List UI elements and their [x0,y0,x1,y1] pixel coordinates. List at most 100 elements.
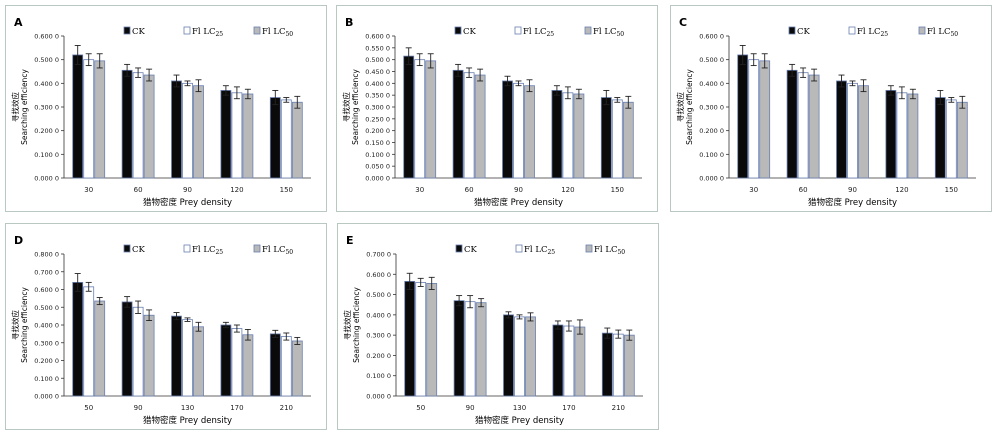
legend-swatch [253,244,261,253]
y-tick-label: 0.050 0 [365,163,390,171]
legend-label: CK [464,245,478,255]
x-tick-label: 90 [134,404,143,412]
x-tick-label: 120 [895,186,908,194]
bar [121,69,133,179]
bar [171,80,182,179]
x-tick-label: 130 [513,404,526,412]
legend-label: CK [132,245,146,255]
y-tick-label: 0.350 0 [365,92,390,100]
y-tick-label: 0.200 0 [365,127,390,135]
chart-panel-b: B CK Fl LC25 Fl LC50 0.000 0 0.050 0 0.100 0 0.… [336,5,658,212]
legend-label: Fl LC50 [262,27,293,38]
bar [622,101,634,179]
bar [193,326,204,397]
bar [132,72,144,179]
bar [269,333,281,397]
chart-svg-e: E CK Fl LC25 Fl LC50 0.000 0 0.100 0 0.200 0 0.… [342,234,643,426]
y-tick-label: 0.200 0 [366,352,391,360]
y-tick-label: 0.550 0 [365,44,390,52]
bar [573,93,585,179]
y-tick-label: 0.100 0 [366,372,391,380]
y-tick-label: 0.000 0 [34,175,59,183]
legend-swatch [454,26,462,35]
bar [808,74,820,179]
legend-label: Fl LC25 [857,27,888,38]
bar [83,286,95,397]
x-tick-label: 30 [749,186,758,194]
bar [94,300,106,397]
chart-svg-a: A CK Fl LC25 Fl LC50 0.000 0 0.100 0 0.200 0 0.… [10,16,311,208]
bar [612,333,624,397]
bar [291,340,303,397]
bar [934,97,946,179]
bar [956,101,968,179]
legend-label: CK [132,27,146,37]
x-tick-label: 90 [848,186,857,194]
panel-label: D [14,234,23,247]
legend-swatch [584,26,592,35]
legend-swatch [183,244,191,253]
bar [858,85,869,179]
bar [836,80,847,179]
bar [562,92,574,179]
bar [193,85,204,179]
chart-panel-a: A CK Fl LC25 Fl LC50 0.000 0 0.100 0 0.200 0 0.… [5,5,327,212]
bar [945,99,957,179]
y-axis-title-en: Searching efficiency [685,69,694,145]
y-tick-label: 0.600 0 [366,271,391,279]
bar [525,316,536,397]
y-tick-label: 0.300 0 [699,104,724,112]
y-axis-title-en: Searching efficiency [351,69,360,145]
y-tick-label: 0.000 0 [34,393,59,401]
bar [220,324,232,397]
y-tick-label: 0.800 0 [34,251,59,259]
y-tick-label: 0.700 0 [366,251,391,259]
x-tick-label: 130 [181,404,194,412]
legend-swatch [788,26,796,35]
y-axis-title-cn: 寻找效应 [10,310,20,340]
x-tick-label: 30 [84,186,93,194]
bar [885,90,897,179]
y-tick-label: 0.300 0 [34,104,59,112]
x-tick-label: 120 [561,186,574,194]
y-tick-label: 0.600 0 [34,286,59,294]
x-axis-title: 猎物密度 Prey density [143,415,232,426]
x-tick-label: 120 [230,186,243,194]
chart-panel-d: D CK Fl LC25 Fl LC50 0.000 0 0.100 0 0.200 0 0.… [5,223,327,430]
y-tick-label: 0.600 0 [699,33,724,41]
y-axis-title-cn: 寻找效应 [341,92,351,122]
x-tick-label: 50 [416,404,425,412]
y-tick-label: 0.000 0 [699,175,724,183]
bar [503,314,514,397]
y-axis-title-en: Searching efficiency [20,69,29,145]
y-tick-label: 0.150 0 [365,139,390,147]
bar [242,334,254,397]
legend-label: Fl LC25 [192,245,223,256]
legend-swatch [183,26,191,35]
x-tick-label: 210 [612,404,625,412]
y-tick-label: 0.700 0 [34,268,59,276]
panel-label: B [345,16,353,29]
x-tick-label: 90 [183,186,192,194]
y-tick-label: 0.200 0 [34,357,59,365]
x-axis-title: 猎物密度 Prey density [475,415,564,426]
legend-swatch [123,26,131,35]
bar [464,301,476,397]
bar [759,60,771,179]
y-tick-label: 0.400 0 [34,322,59,330]
chart-svg-b: B CK Fl LC25 Fl LC50 0.000 0 0.050 0 0.100 0 0.… [341,16,642,208]
x-tick-label: 150 [280,186,293,194]
chart-svg-c: C CK Fl LC25 Fl LC50 0.000 0 0.100 0 0.200 0 0.… [675,16,976,208]
y-tick-label: 0.200 0 [699,127,724,135]
bar [171,315,182,397]
bar [94,60,106,179]
bar [452,69,464,179]
y-axis-title-en: Searching efficiency [352,287,361,363]
bar [453,300,465,397]
bar [132,306,144,397]
y-tick-label: 0.000 0 [366,393,391,401]
chart-svg-d: D CK Fl LC25 Fl LC50 0.000 0 0.100 0 0.200 0 0.… [10,234,311,426]
y-tick-label: 0.500 0 [34,304,59,312]
bar [280,99,292,179]
legend-swatch [123,244,131,253]
